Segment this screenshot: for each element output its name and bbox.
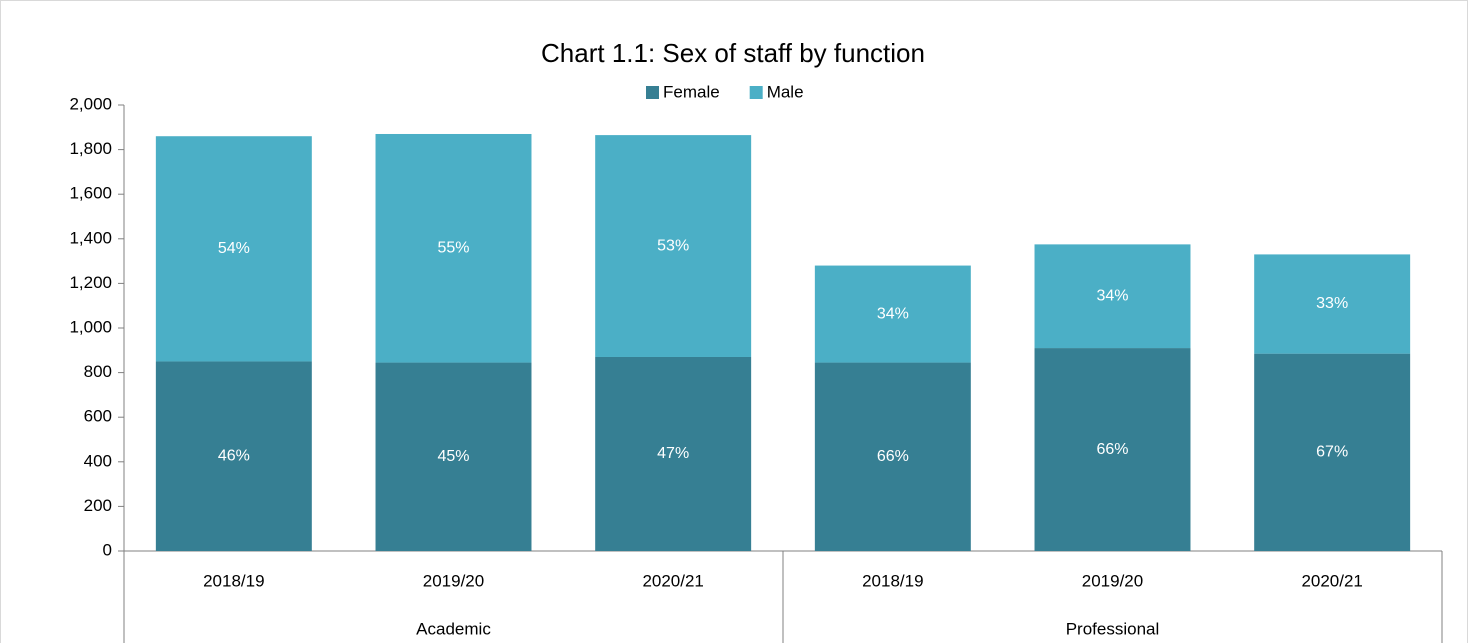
x-tick-label: 2019/20 xyxy=(1082,571,1143,590)
y-tick-label: 600 xyxy=(84,407,112,426)
data-label: 53% xyxy=(657,237,689,254)
data-label: 67% xyxy=(1316,444,1348,461)
group-label: Professional xyxy=(1066,619,1160,638)
bar-segment xyxy=(375,362,532,551)
data-label: 66% xyxy=(1096,441,1128,458)
y-tick-label: 1,400 xyxy=(69,228,112,247)
data-label: 54% xyxy=(218,240,250,257)
chart-title: Chart 1.1: Sex of staff by function xyxy=(541,38,925,68)
y-tick-label: 1,000 xyxy=(69,317,112,336)
legend-swatch xyxy=(646,86,659,99)
bar-segment xyxy=(814,362,971,551)
x-tick-label: 2020/21 xyxy=(1301,571,1362,590)
y-tick-label: 400 xyxy=(84,451,112,470)
bar-segment xyxy=(1254,353,1411,551)
bar-segment xyxy=(155,136,312,362)
y-tick-label: 0 xyxy=(103,540,112,559)
data-label: 46% xyxy=(218,447,250,464)
x-tick-label: 2018/19 xyxy=(862,571,923,590)
y-tick-label: 1,200 xyxy=(69,273,112,292)
legend-label: Female xyxy=(663,82,720,101)
y-tick-label: 200 xyxy=(84,496,112,515)
x-tick-label: 2020/21 xyxy=(642,571,703,590)
bar-segment xyxy=(814,265,971,363)
data-label: 66% xyxy=(877,448,909,465)
y-tick-label: 1,600 xyxy=(69,184,112,203)
data-label: 34% xyxy=(877,305,909,322)
bar-segment xyxy=(1034,348,1191,551)
x-tick-label: 2018/19 xyxy=(203,571,264,590)
legend-swatch xyxy=(749,86,763,99)
legend-label: Male xyxy=(767,82,804,101)
data-label: 45% xyxy=(437,448,469,465)
x-tick-label: 2019/20 xyxy=(423,571,484,590)
data-label: 55% xyxy=(437,239,469,256)
y-tick-label: 1,800 xyxy=(69,139,112,158)
bar-segment xyxy=(375,133,532,363)
data-label: 47% xyxy=(657,445,689,462)
bar-segment xyxy=(155,361,312,551)
bar-segment xyxy=(1254,254,1411,354)
bar-segment xyxy=(1034,244,1191,349)
y-tick-label: 800 xyxy=(84,362,112,381)
data-label: 34% xyxy=(1096,287,1128,304)
bar-segment xyxy=(595,135,752,357)
bar-segment xyxy=(595,356,752,551)
data-label: 33% xyxy=(1316,295,1348,312)
group-label: Academic xyxy=(416,619,491,638)
y-tick-label: 2,000 xyxy=(69,94,112,113)
